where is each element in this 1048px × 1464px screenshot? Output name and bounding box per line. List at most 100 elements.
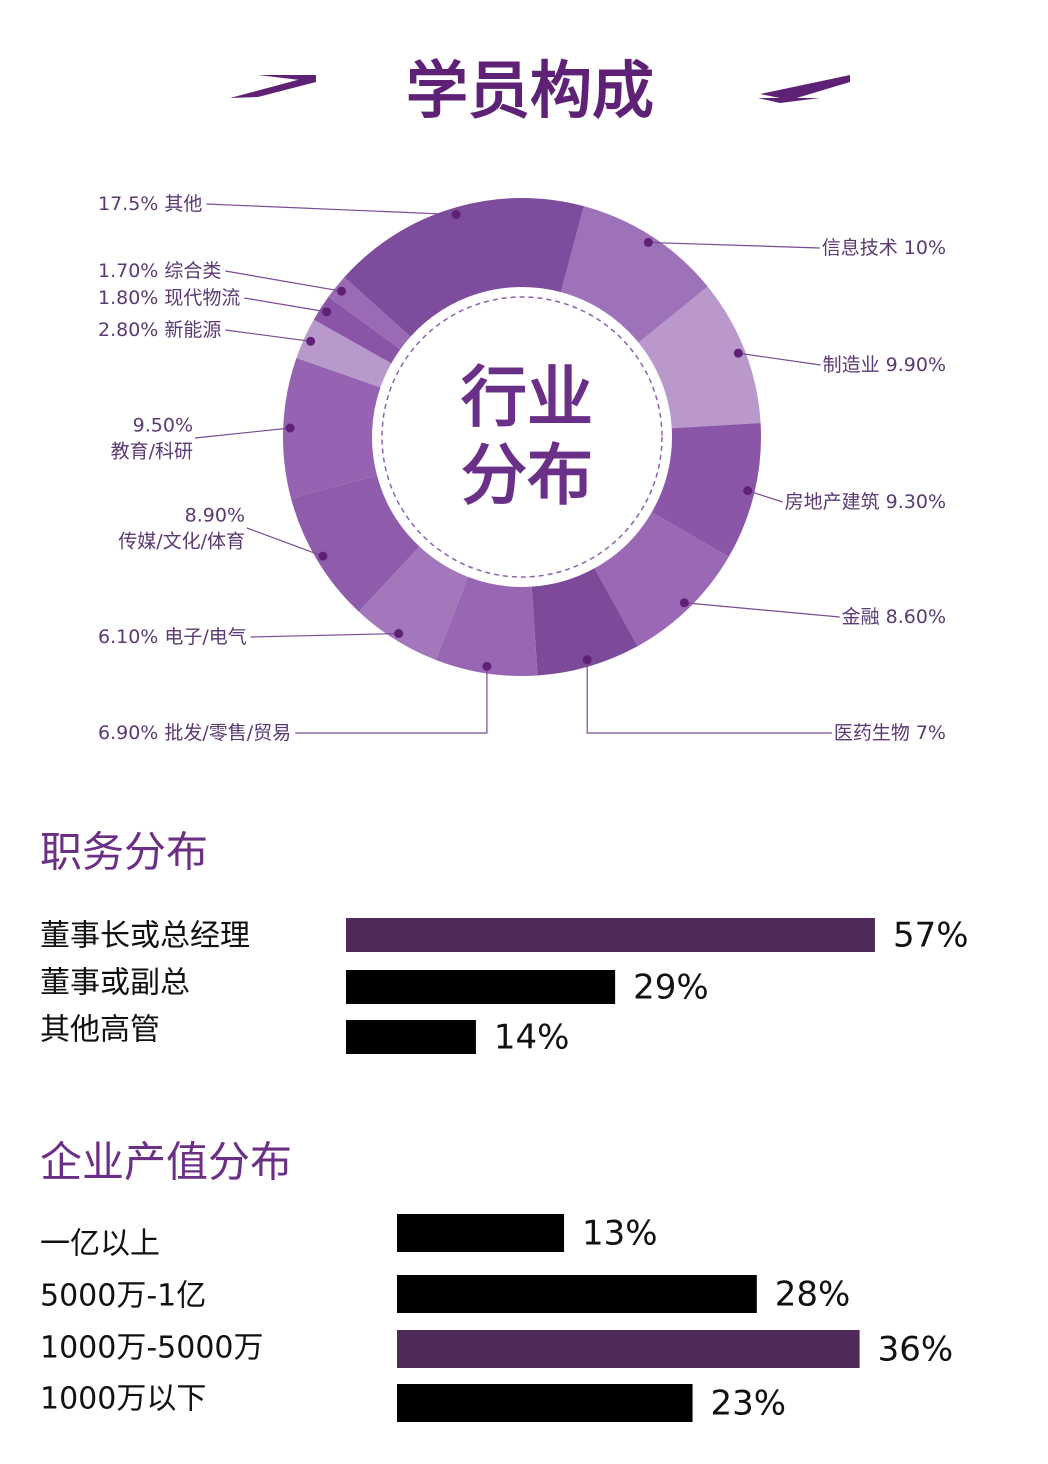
value-label: 8.90%	[185, 505, 245, 527]
category-label: 教育/科研	[111, 441, 193, 463]
donut-segment	[358, 546, 468, 660]
value-label: 28%	[775, 1275, 851, 1315]
decor	[760, 75, 850, 100]
slice-label: 1.70% 综合类	[98, 260, 221, 282]
value-label: 23%	[711, 1384, 787, 1424]
slice-label: 信息技术 10%	[822, 237, 946, 259]
center-label: 行业	[461, 359, 593, 436]
category-label: 电子/电气	[164, 626, 246, 648]
donut-segment	[283, 357, 381, 499]
category-label: 1000万以下	[40, 1382, 206, 1417]
leader-dot	[451, 210, 461, 220]
donut-segment	[531, 568, 638, 676]
category-label: 信息技术	[822, 237, 898, 259]
leader-dot	[322, 307, 332, 317]
category-label: 综合类	[164, 260, 221, 282]
donut-segment	[313, 296, 401, 364]
page-title: 学员构成	[406, 54, 654, 127]
category-label: 制造业	[823, 354, 880, 376]
donut-segment	[328, 277, 411, 350]
value-label: 17.5%	[98, 193, 158, 215]
value-label: 7%	[916, 722, 946, 744]
donut-segment	[638, 286, 761, 429]
category-label: 批发/零售/贸易	[164, 722, 291, 744]
decor	[758, 98, 820, 103]
bar	[397, 1384, 693, 1422]
leader-line	[295, 666, 488, 734]
bar	[397, 1330, 860, 1368]
category-label: 1000万-5000万	[40, 1331, 264, 1366]
section-title: 职务分布	[40, 828, 208, 877]
category-label: 一亿以上	[40, 1227, 160, 1262]
value-label: 9.90%	[886, 354, 946, 376]
value-label: 1.70%	[98, 260, 158, 282]
slice-label: 1.80% 现代物流	[98, 287, 240, 309]
slice-label: 制造业 9.90%	[823, 354, 946, 376]
leader-dot	[306, 336, 316, 346]
category-label: 董事长或总经理	[40, 919, 250, 954]
category-label: 董事或副总	[40, 966, 190, 1001]
leader-line	[250, 632, 399, 638]
category-label: 传媒/文化/体育	[118, 531, 245, 553]
bar	[346, 918, 875, 952]
value-label: 1.80%	[98, 287, 158, 309]
slice-label: 6.90% 批发/零售/贸易	[98, 722, 291, 744]
leader-line	[684, 602, 840, 618]
inner-ring	[381, 296, 663, 578]
leader-dot	[733, 348, 743, 358]
leader-line	[246, 527, 324, 557]
leader-dot	[679, 598, 689, 608]
slice-label: 6.10% 电子/电气	[98, 626, 247, 648]
leader-dot	[394, 629, 404, 639]
value-label: 57%	[893, 916, 969, 956]
slice-label: 房地产建筑 9.30%	[785, 491, 946, 513]
leader-line	[738, 352, 821, 366]
donut-segment	[560, 206, 708, 343]
value-label: 10%	[904, 237, 946, 259]
donut-segment	[435, 576, 538, 676]
donut-segment	[594, 512, 729, 647]
slice-label: 2.80% 新能源	[98, 319, 221, 341]
value-label: 6.10%	[98, 626, 158, 648]
donut-segment	[296, 319, 392, 388]
value-label: 6.90%	[98, 722, 158, 744]
leader-line	[648, 241, 820, 249]
decor	[258, 75, 316, 80]
category-label: 其他	[164, 193, 202, 215]
bar	[346, 1020, 476, 1054]
leader-line	[244, 297, 327, 313]
leader-line	[225, 270, 342, 292]
category-label: 5000万-1亿	[40, 1279, 206, 1314]
leader-line	[206, 203, 457, 216]
value-label: 36%	[878, 1330, 954, 1370]
slice-label: 17.5% 其他	[98, 193, 202, 215]
center-label: 分布	[461, 437, 593, 514]
decor	[230, 75, 316, 98]
leader-dot	[482, 661, 492, 671]
leader-dot	[337, 286, 347, 296]
bar	[346, 970, 616, 1004]
value-label: 9.30%	[886, 491, 946, 513]
leader-dot	[743, 486, 753, 496]
section-title: 企业产值分布	[40, 1138, 292, 1187]
category-label: 金融	[842, 606, 880, 628]
value-label: 2.80%	[98, 319, 158, 341]
value-label: 13%	[582, 1214, 658, 1254]
leader-line	[194, 427, 291, 439]
donut-segment	[651, 422, 762, 557]
category-label: 其他高管	[40, 1013, 160, 1048]
leader-line	[225, 329, 311, 342]
category-label: 现代物流	[164, 287, 240, 309]
bar	[397, 1214, 565, 1252]
category-label: 房地产建筑	[785, 491, 880, 513]
value-label: 8.60%	[886, 606, 946, 628]
leader-dot	[285, 423, 295, 433]
slice-label: 金融 8.60%	[842, 606, 946, 628]
donut-segment	[344, 198, 584, 337]
leader-dot	[318, 551, 328, 561]
leader-dot	[643, 237, 653, 247]
leader-line	[586, 659, 832, 734]
value-label: 29%	[633, 968, 709, 1008]
value-label: 9.50%	[133, 415, 193, 437]
bar	[397, 1275, 757, 1313]
